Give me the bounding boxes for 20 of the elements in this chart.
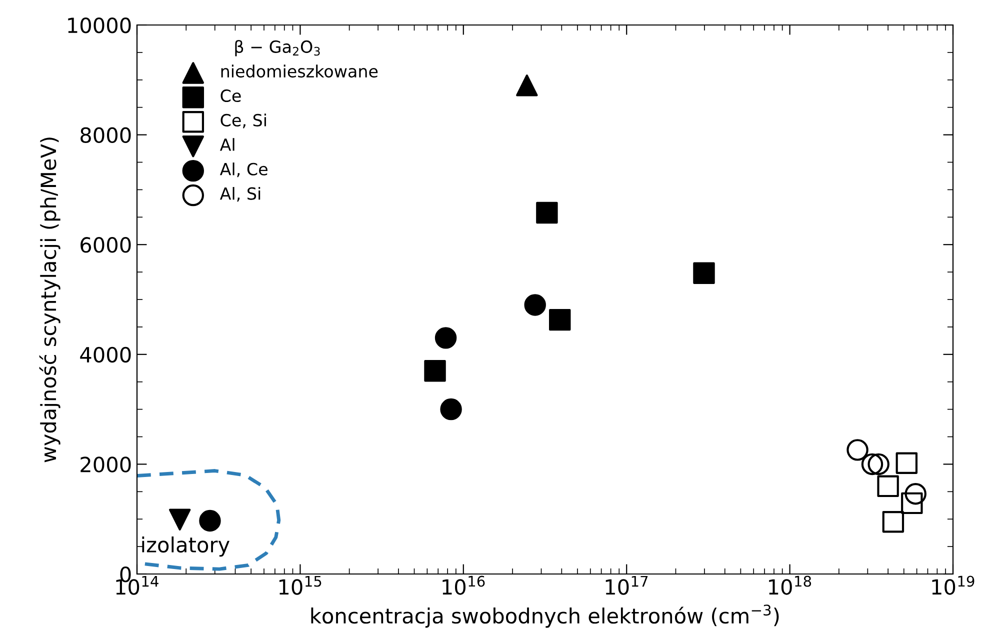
x-axis-title: koncentracja swobodnych elektronów (cm$^{−3}$) — [311, 604, 779, 628]
legend-label: Al, Si — [220, 186, 260, 202]
legend-label: Al — [220, 138, 234, 151]
x-tick-label: 10$^{18}$ — [769, 576, 812, 595]
y-axis-title: wydajność scyntylacji (ph/MeV) — [39, 138, 60, 462]
y-tick-label: 8000 — [80, 127, 131, 144]
x-tick-label: 10$^{16}$ — [442, 576, 485, 595]
y-tick-label: 2000 — [80, 456, 131, 472]
legend-label: Ce, Si — [220, 114, 266, 128]
x-tick-label: 10$^{15}$ — [279, 576, 322, 595]
x-tick-label: 10$^{19}$ — [932, 576, 974, 595]
annotation: izolatory — [142, 536, 230, 557]
legend-title: β − Ga$_{2}$O$_{3}$ — [235, 40, 320, 56]
y-tick-label: 10000 — [68, 17, 131, 34]
legend-label: niedomieszkowane — [221, 64, 378, 78]
y-tick-label: 4000 — [80, 346, 131, 363]
legend-label: Ce — [220, 89, 241, 102]
x-tick-label: 10$^{17}$ — [606, 576, 648, 595]
legend-label: Al, Ce — [220, 162, 268, 178]
y-tick-label: 6000 — [80, 237, 131, 253]
